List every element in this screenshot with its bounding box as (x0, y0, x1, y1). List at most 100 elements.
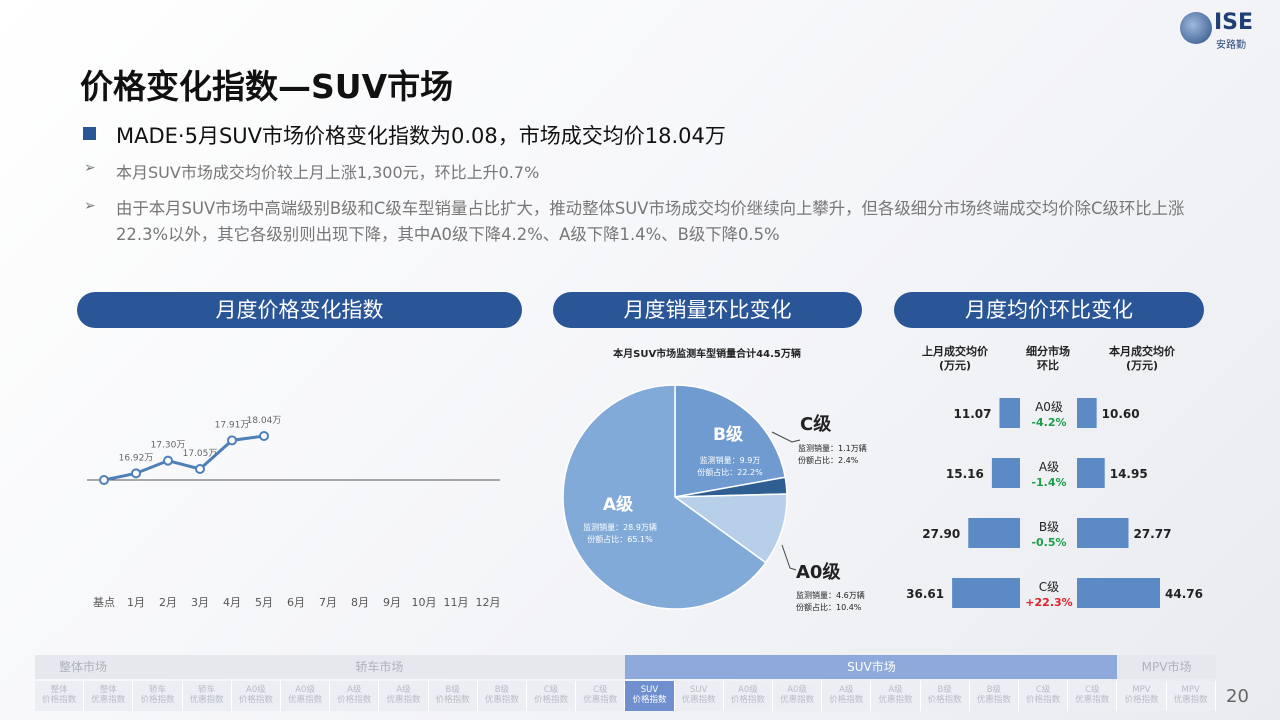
nav-item[interactable]: B级 价格指数 (428, 681, 478, 711)
nav-item[interactable]: B级 优惠指数 (477, 681, 527, 711)
nav-item[interactable]: SUV 优惠指数 (674, 681, 724, 711)
slice-sales: 监测销量：4.6万辆 (796, 590, 865, 600)
slice-sales: 监测销量：9.9万 (700, 455, 761, 465)
x-tick-label: 10月 (412, 596, 437, 609)
slice-share: 份额占比：10.4% (796, 602, 862, 612)
data-label: 16.92万 (119, 453, 154, 463)
nav-item[interactable]: 整体 优惠指数 (84, 681, 134, 711)
value-label: 10.60 (1102, 407, 1140, 421)
value-label: 27.90 (922, 527, 960, 541)
change-label: -4.2% (1031, 416, 1066, 429)
logo-sub: 安路勤 (1216, 40, 1246, 51)
nav-item[interactable]: A级 价格指数 (822, 681, 872, 711)
section-header: 月度价格变化指数 (77, 292, 522, 328)
data-label: 17.91万 (215, 420, 250, 430)
nav-item[interactable]: A级 优惠指数 (379, 681, 429, 711)
leader-line (781, 544, 797, 571)
nav-item[interactable]: A0级 优惠指数 (773, 681, 823, 711)
x-tick-label: 3月 (191, 596, 209, 609)
slice-share: 份额占比：22.2% (697, 467, 763, 477)
nav-item[interactable]: MPV 优惠指数 (1166, 681, 1216, 711)
nav-group[interactable]: MPV市场 (1117, 655, 1216, 679)
column-header: 本月成交均价 (万元) (1109, 345, 1175, 372)
nav-group[interactable]: SUV市场 (625, 655, 1118, 679)
x-tick-label: 4月 (223, 596, 241, 609)
point: 本月SUV市场成交均价较上月上涨1,300元，环比上升0.7% (116, 163, 540, 182)
nav-item[interactable]: A0级 价格指数 (231, 681, 281, 711)
section-header: 月度均价环比变化 (894, 292, 1204, 328)
page-number: 20 (1226, 686, 1249, 707)
data-label: 17.30万 (151, 441, 186, 451)
value-label: 14.95 (1110, 467, 1148, 481)
nav-item[interactable]: 整体 价格指数 (35, 681, 85, 711)
slice-share: 份额占比：2.4% (798, 455, 859, 465)
x-tick-label: 2月 (159, 596, 177, 609)
leader-line (771, 431, 801, 443)
nav-item[interactable]: A级 优惠指数 (871, 681, 921, 711)
category-label: A级 (1039, 460, 1059, 474)
logo-icon (1180, 12, 1212, 44)
bar (991, 458, 1020, 488)
slice-label: B级 (713, 424, 743, 445)
nav-item[interactable]: B级 价格指数 (920, 681, 970, 711)
headline: MADE·5月SUV市场价格变化指数为0.08，市场成交均价18.04万 (116, 124, 726, 148)
point (131, 468, 141, 479)
pie-slice (562, 384, 767, 610)
value-label: 11.07 (954, 407, 992, 421)
bar (1077, 518, 1129, 548)
column-header: 细分市场 环比 (1026, 345, 1070, 372)
arrow: ➢ (84, 160, 96, 176)
point: 由于本月SUV市场中高端级别B级和C级车型销量占比扩大，推动整体SUV市场成交均… (116, 199, 1185, 244)
nav-item[interactable]: A0级 价格指数 (723, 681, 773, 711)
nav-item[interactable]: MPV 价格指数 (1117, 681, 1167, 711)
category-label: B级 (1039, 520, 1059, 534)
x-tick-label: 基点 (93, 596, 115, 609)
nav-item[interactable]: A0级 优惠指数 (281, 681, 331, 711)
nav-item[interactable]: C级 价格指数 (527, 681, 577, 711)
nav-item[interactable]: 轿车 优惠指数 (182, 681, 232, 711)
category-label: C级 (1039, 580, 1059, 594)
slice-label: C级 (800, 413, 832, 435)
bar (952, 578, 1020, 608)
pie-slice (674, 384, 787, 498)
bar (1077, 458, 1105, 488)
nav-item[interactable]: C级 价格指数 (1019, 681, 1069, 711)
bar (1077, 398, 1097, 428)
data-label: 17.05万 (183, 449, 218, 459)
slice-share: 份额占比：65.1% (587, 534, 653, 544)
value-label: 44.76 (1165, 587, 1203, 601)
nav-group[interactable]: 轿车市场 (133, 655, 626, 679)
bullet (83, 127, 96, 140)
chart-title: 本月SUV市场监测车型销量合计44.5万辆 (613, 347, 801, 360)
point (99, 475, 109, 485)
x-tick-label: 7月 (319, 596, 337, 609)
nav-item[interactable]: SUV 价格指数 (625, 681, 675, 711)
nav-item[interactable]: 轿车 价格指数 (133, 681, 183, 711)
section-header: 月度销量环比变化 (553, 292, 862, 328)
line (103, 434, 265, 482)
slice-sales: 监测销量：1.1万辆 (798, 443, 867, 453)
title: 价格变化指数—SUV市场 (80, 67, 454, 106)
value-label: 36.61 (906, 587, 944, 601)
bar (968, 518, 1020, 548)
x-tick-label: 12月 (476, 596, 501, 609)
nav-item[interactable]: A级 价格指数 (330, 681, 380, 711)
nav-item[interactable]: B级 优惠指数 (969, 681, 1019, 711)
point (227, 435, 237, 446)
slice-label: A级 (603, 494, 633, 515)
point (259, 431, 269, 441)
nav-item[interactable]: C级 优惠指数 (1068, 681, 1118, 711)
x-tick-label: 11月 (444, 596, 469, 609)
x-tick-label: 8月 (351, 596, 369, 609)
data-label: 18.04万 (247, 416, 282, 426)
change-label: -0.5% (1031, 536, 1066, 549)
column-header: 上月成交均价 (万元) (922, 345, 988, 372)
point (195, 464, 205, 474)
category-label: A0级 (1035, 400, 1063, 414)
nav-group[interactable]: 整体市场 (35, 655, 134, 679)
nav-item[interactable]: C级 优惠指数 (576, 681, 626, 711)
bar (999, 398, 1020, 428)
bar (1077, 578, 1160, 608)
